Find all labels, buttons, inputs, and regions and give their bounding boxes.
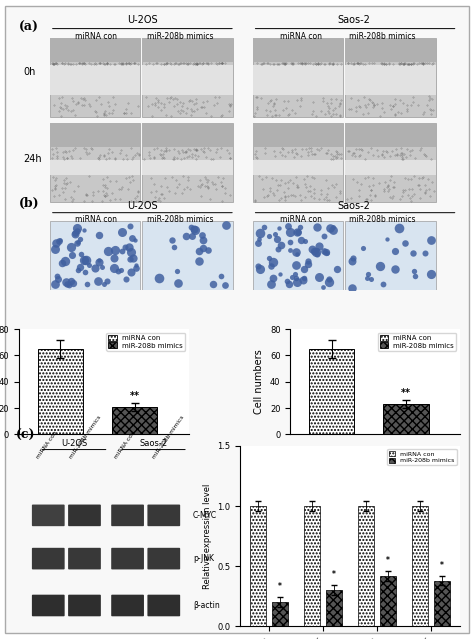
FancyBboxPatch shape — [68, 548, 101, 569]
Y-axis label: Relative expression level: Relative expression level — [203, 483, 212, 589]
Bar — [253, 38, 343, 118]
Legend: miRNA con, miR-208b mimics: miRNA con, miR-208b mimics — [387, 449, 456, 465]
FancyBboxPatch shape — [68, 505, 101, 526]
Text: *: * — [332, 571, 336, 580]
Text: Saos-2: Saos-2 — [337, 15, 370, 25]
Bar — [142, 38, 233, 62]
Bar — [50, 160, 140, 174]
Bar — [253, 160, 343, 174]
Bar — [142, 160, 233, 174]
Legend: miRNA con, miR-208b mimics: miRNA con, miR-208b mimics — [377, 333, 456, 351]
Bar — [142, 123, 233, 203]
Text: (b): (b) — [19, 197, 40, 210]
Bar — [50, 123, 140, 203]
Text: miR-208b mimics: miR-208b mimics — [349, 215, 416, 224]
Text: miRNA con: miRNA con — [36, 430, 59, 459]
Bar — [50, 123, 140, 147]
Bar — [345, 38, 436, 118]
Bar — [383, 404, 429, 435]
FancyBboxPatch shape — [32, 548, 64, 569]
FancyBboxPatch shape — [147, 595, 180, 616]
Y-axis label: Cell numbers: Cell numbers — [255, 350, 264, 414]
Text: *: * — [386, 556, 390, 565]
Bar — [50, 221, 140, 289]
Text: miR-208b mimics: miR-208b mimics — [69, 415, 102, 459]
Bar — [253, 38, 343, 62]
FancyBboxPatch shape — [32, 595, 64, 616]
Bar — [250, 506, 266, 626]
Bar — [50, 38, 140, 62]
Text: miR-208b mimics: miR-208b mimics — [152, 415, 185, 459]
Text: **: ** — [130, 391, 140, 401]
Text: U-2OS: U-2OS — [127, 15, 158, 25]
Bar — [253, 221, 343, 289]
Bar — [37, 349, 83, 435]
Bar — [253, 123, 343, 203]
Bar — [142, 123, 233, 147]
Bar — [253, 65, 343, 95]
Text: miR-208b mimics: miR-208b mimics — [349, 33, 416, 42]
Text: 24h: 24h — [23, 154, 42, 164]
Bar — [309, 349, 355, 435]
Bar — [345, 221, 436, 289]
Text: U-2OS: U-2OS — [127, 201, 158, 212]
Text: miRNA con: miRNA con — [280, 215, 322, 224]
FancyBboxPatch shape — [147, 548, 180, 569]
Legend: miRNA con, miR-208b mimics: miRNA con, miR-208b mimics — [106, 333, 185, 351]
Text: (a): (a) — [19, 21, 39, 34]
Text: C-MYC: C-MYC — [193, 511, 217, 520]
Bar — [380, 576, 396, 626]
Bar — [345, 65, 436, 95]
Text: 0h: 0h — [23, 67, 36, 77]
Text: U-2OS: U-2OS — [61, 439, 87, 448]
Text: miR-208b mimics: miR-208b mimics — [146, 215, 213, 224]
FancyBboxPatch shape — [32, 505, 64, 526]
FancyBboxPatch shape — [111, 595, 144, 616]
Text: *: * — [278, 582, 282, 591]
Text: **: ** — [401, 388, 411, 398]
Text: *: * — [440, 561, 444, 570]
Bar — [142, 65, 233, 95]
Text: p-JNK: p-JNK — [193, 554, 214, 563]
Bar — [304, 506, 320, 626]
Bar — [358, 506, 374, 626]
Text: miRNA con: miRNA con — [280, 33, 322, 42]
Bar — [345, 123, 436, 147]
Bar — [142, 38, 233, 118]
Text: miRNA con: miRNA con — [75, 33, 117, 42]
Text: Saos-2: Saos-2 — [139, 439, 167, 448]
Bar — [142, 221, 233, 289]
Bar — [434, 581, 450, 626]
Bar — [412, 506, 428, 626]
Bar — [272, 602, 288, 626]
FancyBboxPatch shape — [147, 505, 180, 526]
Bar — [50, 65, 140, 95]
Bar — [345, 38, 436, 62]
Text: miR-208b mimics: miR-208b mimics — [146, 33, 213, 42]
Text: (c): (c) — [16, 429, 35, 442]
Bar — [326, 590, 342, 626]
FancyBboxPatch shape — [5, 6, 469, 633]
FancyBboxPatch shape — [68, 595, 101, 616]
FancyBboxPatch shape — [111, 505, 144, 526]
Bar — [253, 123, 343, 147]
Bar — [345, 123, 436, 203]
Text: miRNA con: miRNA con — [114, 430, 137, 459]
Text: Saos-2: Saos-2 — [337, 201, 370, 212]
Bar — [345, 160, 436, 174]
FancyBboxPatch shape — [111, 548, 144, 569]
Bar — [50, 38, 140, 118]
Bar — [112, 406, 157, 435]
Text: β-actin: β-actin — [193, 601, 220, 610]
Text: miRNA con: miRNA con — [75, 215, 117, 224]
